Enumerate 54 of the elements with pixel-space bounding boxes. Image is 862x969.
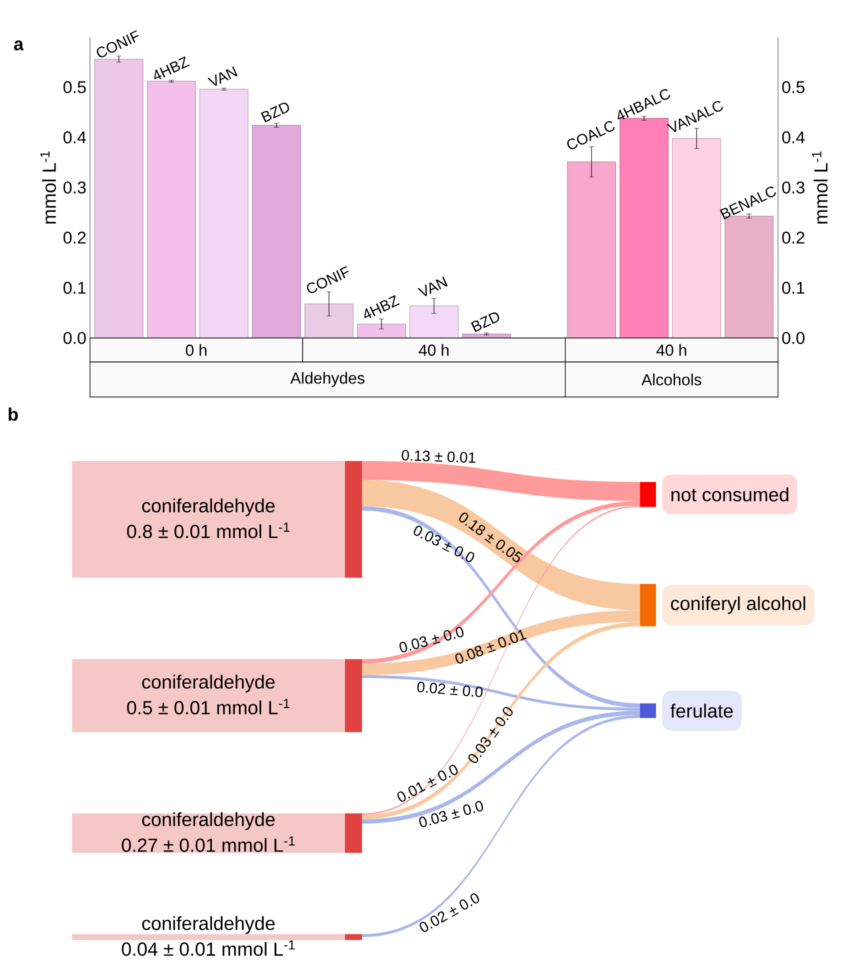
y2-axis-title: mmol L$^{-1}$ [812,151,828,224]
bar [94,58,144,338]
text: 40 h [418,344,449,356]
y-tick-label: 0.3 [63,181,86,194]
x-tick-label: VAN [418,276,448,296]
y-tick-label: 0.5 [63,81,86,94]
legend-label: ferulate [670,704,733,718]
data-label: 0.5 ± 0.01 mmol L$^{-1}$ [127,698,290,714]
y-tick-label: 0.1 [63,282,86,294]
data-label: 0.27 ± 0.01 mmol L$^{-1}$ [122,836,295,852]
data-label: 0.02 ± 0.0 [417,682,483,698]
y2-tick-label: 0.3 [782,181,804,194]
category-label: coniferaldehyde [142,812,275,830]
text: Aldehydes [290,372,364,387]
category-label: coniferaldehyde [142,674,275,692]
bar [200,88,248,338]
x-tick-label: VAN [207,66,238,86]
x-tick-label: 4HBZ [154,56,190,80]
data-label: 0.04 ± 0.01 mmol L$^{-1}$ [122,940,295,956]
text: 40 h [656,344,686,356]
y-tick-label: 0.2 [63,232,86,244]
bar [252,125,301,338]
y-axis-title: mmol L$^{-1}$ [40,151,56,224]
x-tick-label: BZD [260,102,290,122]
y2-tick-label: 0.0 [782,332,805,344]
bar [146,80,196,338]
x-tick-label: 4HBZ [364,295,400,318]
series-label: coniferyl alcohol [671,596,806,614]
text: Alcohols [641,374,702,386]
category-label: coniferaldehyde [142,498,275,516]
text: b [8,408,18,421]
data-label: 0.03 ± 0.0 [399,626,464,652]
category-label: coniferaldehyde [142,916,275,934]
bar [567,162,616,338]
bar [304,304,354,338]
data-label: 0.13 ± 0.01 [402,450,476,463]
y2-tick-label: 0.5 [782,81,804,94]
bar [357,324,406,338]
text: 0 h [186,344,206,356]
y-tick-label: 0.4 [63,131,86,144]
bar [672,138,722,338]
data-label: 0.8 ± 0.01 mmol L$^{-1}$ [127,522,290,538]
y-tick-label: 0.0 [63,332,86,344]
data-label: 0.03 ± 0.0 [419,801,484,828]
bar [620,118,668,338]
legend-label: not consumed [671,487,788,502]
chart-title: a [14,40,24,50]
y2-tick-label: 0.1 [782,282,804,294]
y2-tick-label: 0.2 [782,232,804,244]
data-label: 0.01 ± 0.0 [397,764,458,802]
data-label: 0.02 ± 0.0 [420,893,480,932]
bar [410,306,458,338]
y2-tick-label: 0.4 [782,131,805,144]
x-tick-label: BZD [470,312,500,332]
